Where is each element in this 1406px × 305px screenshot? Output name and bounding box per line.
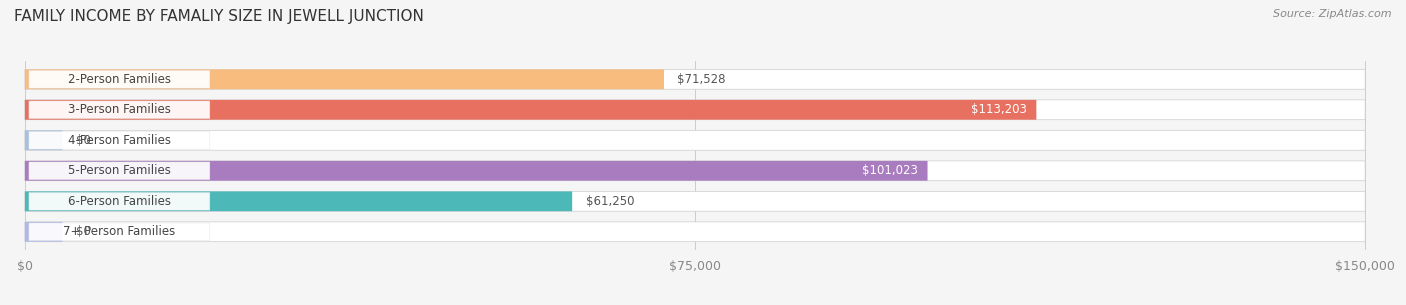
Text: Source: ZipAtlas.com: Source: ZipAtlas.com (1274, 9, 1392, 19)
FancyBboxPatch shape (30, 70, 209, 88)
Text: $61,250: $61,250 (585, 195, 634, 208)
FancyBboxPatch shape (820, 164, 921, 177)
FancyBboxPatch shape (30, 162, 209, 180)
Text: 6-Person Families: 6-Person Families (67, 195, 172, 208)
FancyBboxPatch shape (25, 161, 1365, 181)
Text: 7+ Person Families: 7+ Person Families (63, 225, 176, 238)
Text: 5-Person Families: 5-Person Families (67, 164, 170, 177)
FancyBboxPatch shape (25, 192, 1365, 211)
FancyBboxPatch shape (30, 192, 209, 210)
FancyBboxPatch shape (25, 222, 1365, 242)
Text: $101,023: $101,023 (862, 164, 918, 177)
Text: 3-Person Families: 3-Person Families (67, 103, 170, 116)
FancyBboxPatch shape (25, 161, 928, 181)
Text: $0: $0 (76, 134, 91, 147)
FancyBboxPatch shape (25, 100, 1036, 120)
FancyBboxPatch shape (30, 101, 209, 119)
FancyBboxPatch shape (25, 69, 664, 89)
FancyBboxPatch shape (25, 192, 572, 211)
FancyBboxPatch shape (929, 103, 1029, 116)
FancyBboxPatch shape (30, 131, 209, 149)
FancyBboxPatch shape (25, 131, 1365, 150)
FancyBboxPatch shape (30, 223, 209, 241)
FancyBboxPatch shape (25, 131, 62, 150)
FancyBboxPatch shape (25, 100, 1365, 120)
Text: $113,203: $113,203 (972, 103, 1026, 116)
Text: FAMILY INCOME BY FAMALIY SIZE IN JEWELL JUNCTION: FAMILY INCOME BY FAMALIY SIZE IN JEWELL … (14, 9, 425, 24)
Text: 4-Person Families: 4-Person Families (67, 134, 172, 147)
Text: $71,528: $71,528 (678, 73, 725, 86)
FancyBboxPatch shape (25, 222, 62, 242)
Text: $0: $0 (76, 225, 91, 238)
FancyBboxPatch shape (25, 69, 1365, 89)
Text: 2-Person Families: 2-Person Families (67, 73, 172, 86)
